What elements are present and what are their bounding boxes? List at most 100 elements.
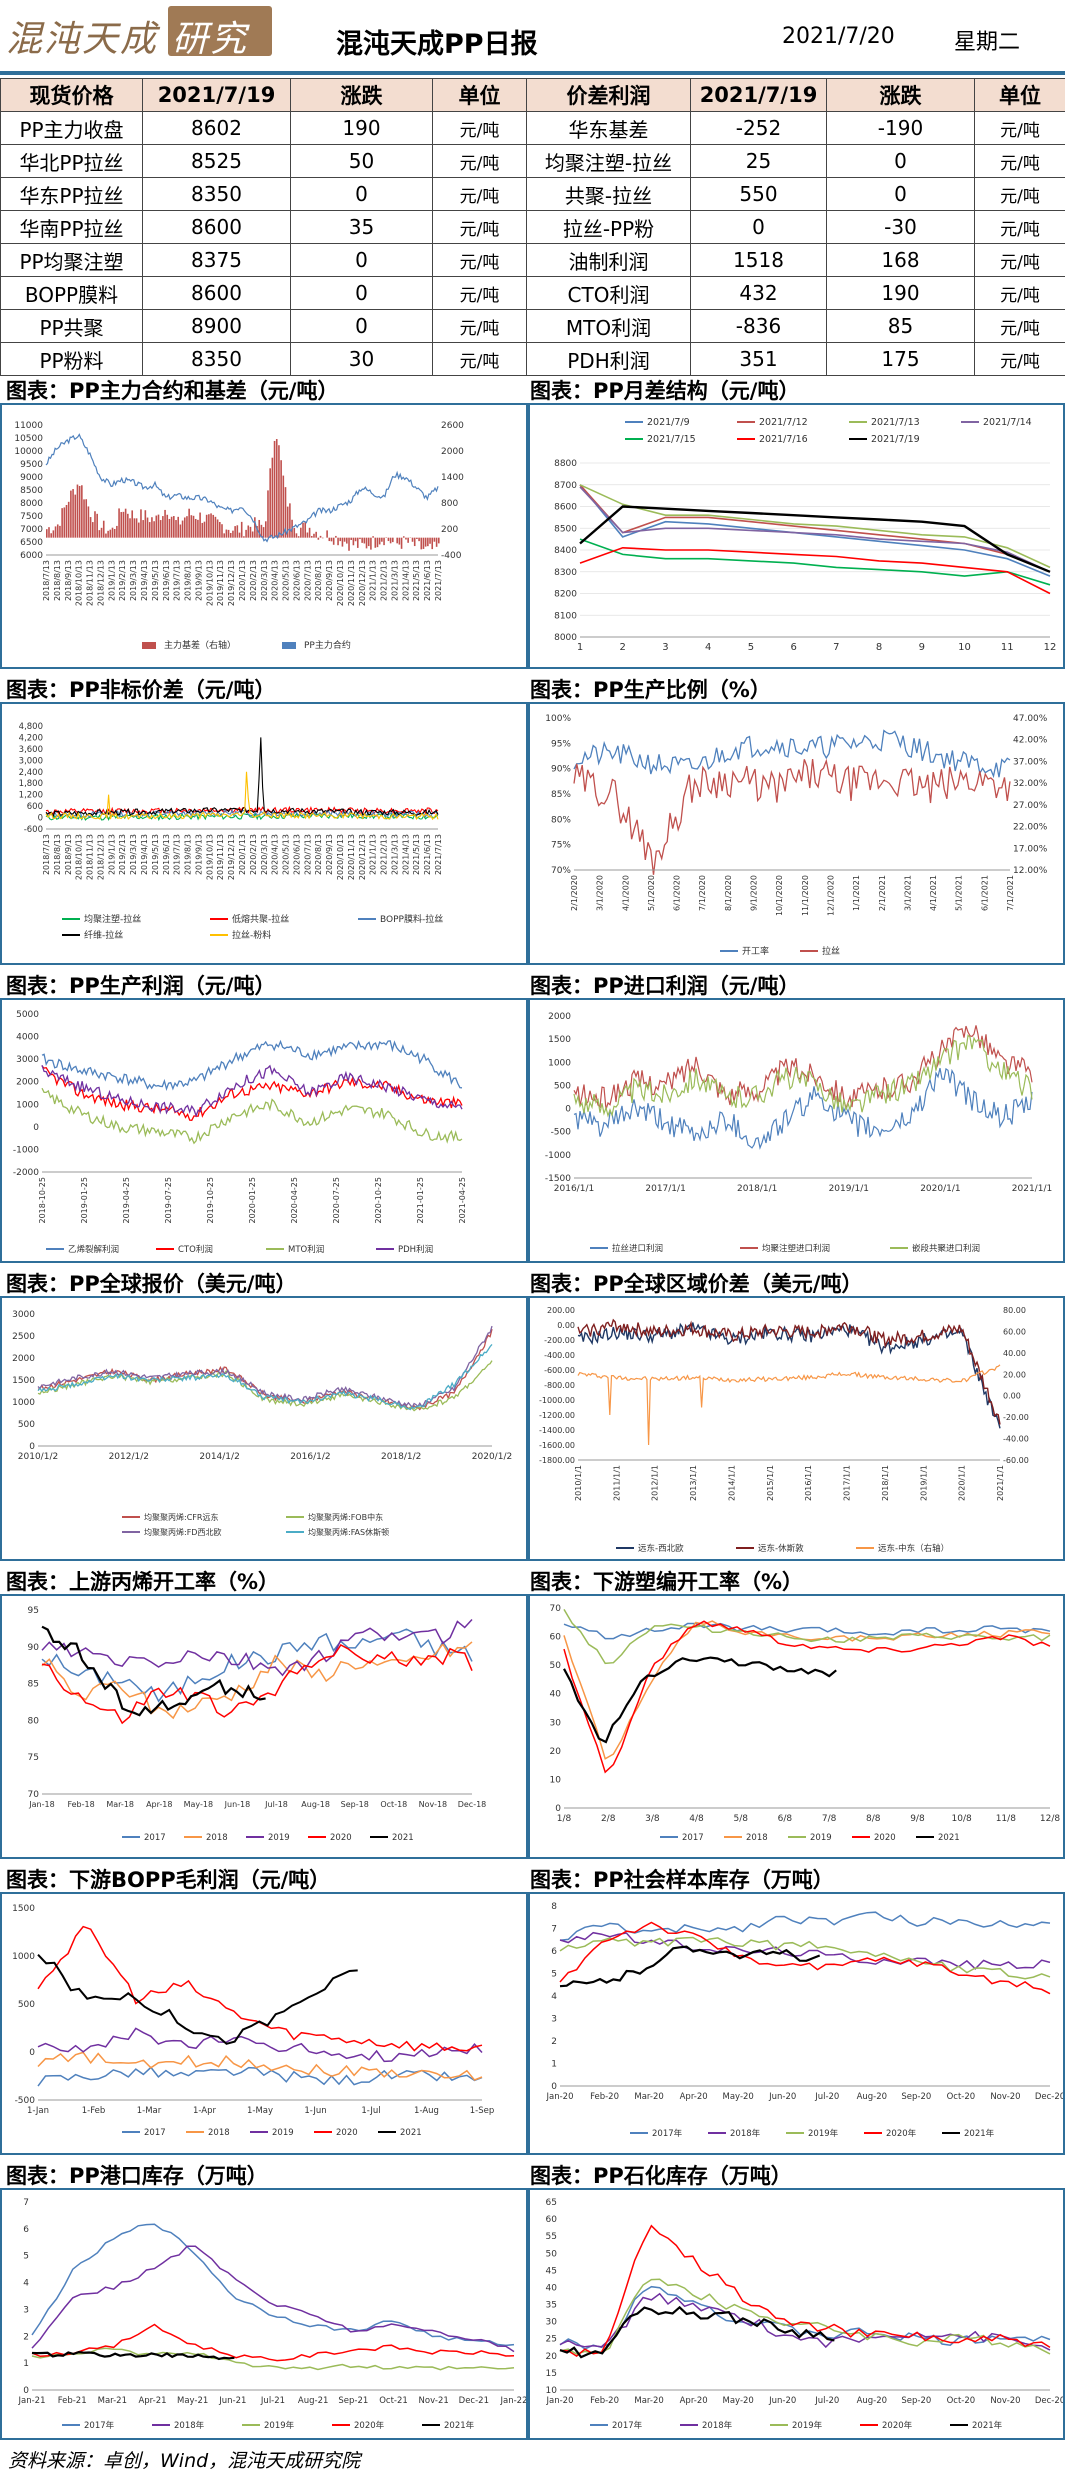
x-tick-label: 2018/7/13 (42, 560, 51, 601)
basis-bar (63, 507, 66, 538)
basis-bar (280, 460, 282, 538)
table-cell: 元/吨 (432, 210, 527, 244)
chart-panel: 70 75 80 85 90 95 Jan-18 Feb-18 Mar-18 Apr-18 May-… (0, 1594, 528, 1859)
legend-label: 开工率 (742, 945, 769, 957)
x-tick-label: Nov-21 (419, 2396, 449, 2406)
x-tick-label: 2020-10-25 (374, 1177, 383, 1224)
x-tick-label: Jan-21 (18, 2396, 46, 2406)
table-header-cell: 涨跌 (290, 78, 433, 112)
chart-regional-spread: -1800.00 -1600.00 -1400.00 -1200.00 -1000.00… (539, 1306, 1029, 1554)
table-cell: 拉丝-PP粉 (526, 210, 691, 244)
x-tick-label: 10/8 (952, 1814, 972, 1824)
chart-panel: 0 1 2 3 4 5 6 7 Jan-21 Feb-21 Mar-21 Apr-21 May-21 Ju… (0, 2188, 528, 2440)
table-cell: 0 (290, 243, 433, 277)
global-quote-line (37, 1343, 493, 1411)
basis-bar (396, 537, 398, 544)
x-tick-label: 1-May (247, 2106, 273, 2116)
basis-bar (302, 522, 304, 538)
y-tick-label: 40 (550, 1690, 562, 1700)
basis-bar (127, 513, 129, 538)
table-cell: 元/吨 (432, 111, 527, 145)
legend-label: 纤维-拉丝 (84, 929, 123, 941)
basis-bar (418, 537, 420, 542)
basis-bar (416, 537, 418, 539)
x-tick-label: 2019/7/13 (173, 834, 182, 875)
basis-bar (148, 522, 151, 538)
table-cell: 华东PP拉丝 (0, 177, 143, 211)
y-tick-label: -500 (15, 2096, 36, 2106)
basis-bar (186, 516, 188, 538)
x-tick-label: 2020/3/13 (260, 560, 269, 601)
x-tick-label: 2012/1/1 (651, 1465, 660, 1501)
basis-bar (383, 537, 385, 546)
basis-bar (346, 537, 348, 544)
table-cell: 0 (826, 144, 975, 178)
x-tick-label: Sep-20 (901, 2092, 931, 2102)
table-cell: 8350 (142, 342, 291, 376)
x-tick-label: 11 (1001, 642, 1014, 653)
y-tick-label: 500 (18, 2000, 35, 2010)
x-tick-label: 9/1/2020 (750, 875, 759, 911)
basis-bar (232, 530, 234, 538)
basis-bar (286, 506, 289, 538)
x-tick-label: 2020/5/13 (282, 560, 291, 601)
chart-propylene-rate: 70 75 80 85 90 95 Jan-18 Feb-18 Mar-18 Apr-18 May-… (28, 1606, 487, 1843)
x-tick-label: 2021/5/13 (412, 560, 421, 601)
y-tick-label: -1000.00 (539, 1396, 575, 1405)
bopp-profit-line (37, 2066, 483, 2087)
y-tick-label: -1800.00 (539, 1456, 575, 1465)
bopp-profit-line (37, 1925, 483, 2052)
chart-panel: -600 0 600 1,200 1,800 2,400 3,000 3,600 4,200 4,… (0, 702, 528, 965)
x-tick-label: 2019/1/1 (829, 1184, 869, 1194)
table-cell: -836 (690, 309, 827, 343)
chart-panel: 10 15 20 25 30 35 40 45 50 55 60 65 Jan-20 Feb-20 Mar-… (528, 2188, 1065, 2440)
x-tick-label: May-18 (184, 1800, 213, 1809)
import-profit-line (573, 1025, 1033, 1111)
x-tick-label: 5/1/2021 (955, 875, 964, 911)
port-inventory-line (31, 2347, 515, 2371)
x-tick-label: 2020/1/1 (920, 1184, 960, 1194)
basis-bar (243, 536, 245, 538)
y-tick-label: 65 (546, 2198, 557, 2208)
y-tick-label: 40.00 (1003, 1349, 1026, 1358)
x-tick-label: 2020/6/13 (292, 834, 301, 875)
basis-bar (111, 527, 114, 538)
x-tick-label: Jul-20 (814, 2092, 839, 2102)
y-tick-label: 1,200 (19, 791, 43, 801)
x-tick-label: 4/1/2021 (929, 875, 938, 911)
basis-bar (164, 509, 166, 538)
legend-label: 拉丝-粉料 (232, 929, 271, 941)
chart-title-import-profit: 图表：PP进口利润（元/吨） (530, 974, 800, 998)
y-tick-label: 100% (545, 714, 571, 724)
x-tick-label: 2021/3/13 (390, 560, 399, 601)
chart-panel: 8000 8100 8200 8300 8400 8500 8600 8700 8800 1 2 3 4… (528, 403, 1065, 669)
basis-bar (306, 532, 309, 538)
basis-bar (315, 531, 317, 538)
y-tick-label: 12.00% (1013, 866, 1048, 876)
x-tick-label: 2020/7/13 (303, 834, 312, 875)
x-tick-label: 2020/3/13 (260, 834, 269, 875)
y-tick-label: 3000 (12, 1310, 35, 1320)
table-cell: 8350 (142, 177, 291, 211)
basis-bar (341, 537, 344, 547)
basis-bar (203, 521, 206, 538)
legend-label: 2021/7/9 (647, 417, 690, 428)
basis-bar (411, 537, 414, 542)
basis-bar (367, 537, 370, 547)
x-tick-label: 1-Jan (27, 2106, 49, 2116)
woven-line (563, 1620, 1051, 1774)
basis-bar (175, 520, 177, 538)
x-tick-label: Sep-20 (901, 2396, 931, 2406)
x-tick-label: 2020/1/1 (958, 1465, 967, 1501)
legend-label: 2020 (336, 2128, 358, 2138)
chart-petrochem-inventory: 10 15 20 25 30 35 40 45 50 55 60 65 Jan-20 Feb-20 Mar-… (546, 2198, 1064, 2431)
y-tick-label: 95 (28, 1606, 39, 1616)
y-tick-label: 80.00 (1003, 1306, 1026, 1315)
legend-label: 2021 (400, 2128, 422, 2138)
x-tick-label: Jun-21 (218, 2396, 246, 2406)
x-tick-label: 2021/7/13 (434, 834, 443, 875)
x-tick-label: 2021/1/13 (369, 560, 378, 601)
basis-bar (332, 537, 335, 545)
basis-bar (400, 537, 403, 549)
x-tick-label: 5/1/2020 (647, 875, 656, 911)
